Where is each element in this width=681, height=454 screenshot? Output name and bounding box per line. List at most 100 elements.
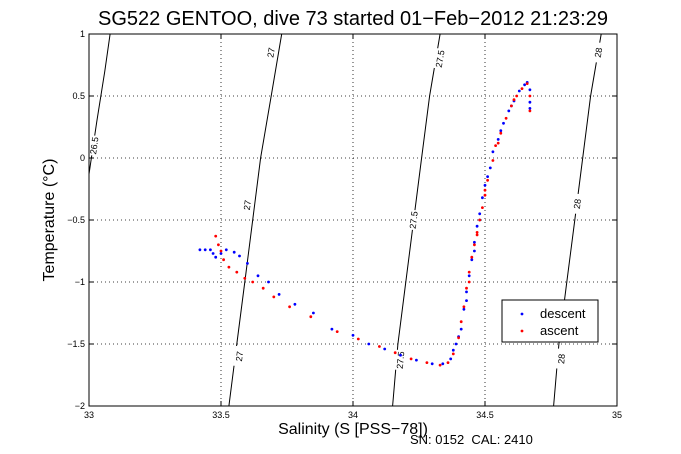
isopycnal-line-27: [228, 33, 283, 407]
ascent-point-23: [462, 305, 466, 309]
isopycnal-label-bg-3-1: [571, 193, 584, 215]
y-tick-label-0: −2: [75, 401, 85, 411]
y-tick-label-2: −1: [75, 277, 85, 287]
descent-point-5: [219, 252, 223, 255]
descent-point-21: [430, 362, 434, 366]
descent-point-0: [198, 248, 202, 252]
ascent-point-38: [515, 94, 519, 98]
ascent-point-3: [222, 258, 226, 262]
ascent-point-47: [512, 98, 516, 102]
isopycnal-label-0-0: 26.5: [88, 136, 100, 155]
ascent-point-31: [483, 193, 487, 197]
ascent-point-13: [356, 337, 360, 341]
descent-point-45: [528, 100, 532, 104]
isopycnal-label-3-2: 28: [593, 47, 605, 59]
isopycnal-label-bg-3-0: [555, 348, 568, 370]
isopycnal-label-1-1: 27: [242, 200, 253, 211]
descent-point-36: [491, 150, 495, 154]
ascent-point-1: [217, 243, 220, 247]
grid: [89, 34, 617, 406]
descent-point-15: [330, 327, 334, 331]
descent-point-44: [528, 88, 532, 92]
ascent-point-15: [393, 351, 397, 355]
descent-point-41: [517, 89, 521, 93]
isopycnal-label-bg-3-2: [591, 41, 606, 64]
ascent-point-45: [483, 188, 487, 192]
isopycnal-label-bg-2-2: [433, 48, 447, 70]
descent-point-13: [293, 302, 297, 306]
descent-point-42: [523, 83, 526, 87]
y-tick-label-5: 0.5: [72, 91, 85, 101]
legend-label-ascent: ascent: [540, 323, 579, 338]
ascent-point-27: [473, 243, 476, 247]
descent-point-1: [203, 248, 207, 252]
descent-point-16: [351, 333, 355, 337]
ascent-point-33: [491, 159, 495, 162]
descent-point-10: [256, 274, 260, 278]
footer-serial-cal: SN: 0152 CAL: 2410: [410, 432, 533, 447]
ascent-point-14: [378, 345, 381, 348]
y-tick-label-6: 1: [80, 29, 85, 39]
x-tick-label-1: 33.5: [212, 410, 230, 420]
x-tick-label-3: 34.5: [476, 410, 494, 420]
ascent-point-29: [478, 218, 482, 222]
descent-point-18: [383, 347, 387, 351]
ascent-point-24: [465, 286, 468, 290]
legend-marker-descent: [520, 312, 524, 316]
descent-point-35: [488, 166, 492, 170]
ascent-point-44: [475, 233, 479, 237]
ascent-point-46: [496, 141, 500, 145]
descent-point-46: [528, 107, 532, 110]
isopycnal-line-28: [553, 33, 602, 407]
x-axis-ticks: 33 33.5 34 34.5 35: [84, 34, 622, 420]
isopycnal-label-2-0: 27.5: [395, 351, 406, 369]
y-tick-label-4: 0: [80, 153, 85, 163]
ascent-point-9: [272, 295, 276, 299]
isopycnal-label-1-0: 27: [234, 351, 245, 362]
ascent-point-12: [335, 330, 339, 333]
ascent-point-0: [214, 234, 218, 238]
ascent-point-42: [528, 109, 532, 113]
descent-series: [198, 81, 532, 366]
descent-point-9: [246, 262, 249, 265]
descent-point-12: [277, 293, 281, 296]
x-tick-label-4: 35: [612, 410, 622, 420]
descent-point-17: [367, 342, 371, 346]
descent-point-49: [465, 299, 468, 302]
ascent-point-32: [486, 178, 489, 182]
descent-point-14: [312, 311, 315, 315]
isopycnal-label-2-2: 27.5: [434, 49, 447, 68]
isopycnal-label-bg-0-0: [87, 134, 101, 157]
descent-point-6: [224, 248, 228, 252]
ascent-point-40: [525, 82, 529, 85]
descent-point-24: [454, 342, 458, 346]
descent-point-53: [499, 129, 503, 133]
descent-point-34: [483, 183, 487, 187]
ascent-point-26: [470, 255, 474, 259]
descent-point-37: [496, 138, 500, 141]
ascent-point-5: [235, 270, 239, 274]
descent-point-32: [478, 212, 482, 216]
y-tick-label-1: −1.5: [67, 339, 85, 349]
ascent-point-11: [309, 315, 313, 319]
legend-box: [501, 299, 599, 343]
isopycnal-label-bg-1-1: [241, 194, 254, 216]
ascent-point-25: [467, 270, 471, 274]
descent-point-33: [481, 196, 484, 200]
descent-point-39: [507, 109, 511, 113]
descent-point-25: [459, 327, 463, 331]
descent-point-3: [211, 252, 215, 255]
ascent-point-21: [457, 336, 460, 340]
descent-point-28: [467, 274, 471, 278]
ascent-point-2: [219, 249, 223, 253]
ascent-point-41: [528, 94, 532, 98]
chart-title: SG522 GENTOO, dive 73 started 01−Feb−201…: [98, 8, 608, 30]
isopycnal-label-3-1: 28: [572, 198, 583, 209]
descent-point-23: [449, 357, 453, 361]
descent-point-50: [473, 249, 476, 253]
ascent-point-8: [261, 286, 265, 290]
descent-point-47: [451, 348, 455, 352]
ascent-point-39: [520, 87, 524, 90]
ascent-point-20: [451, 352, 455, 356]
descent-point-31: [475, 224, 479, 228]
